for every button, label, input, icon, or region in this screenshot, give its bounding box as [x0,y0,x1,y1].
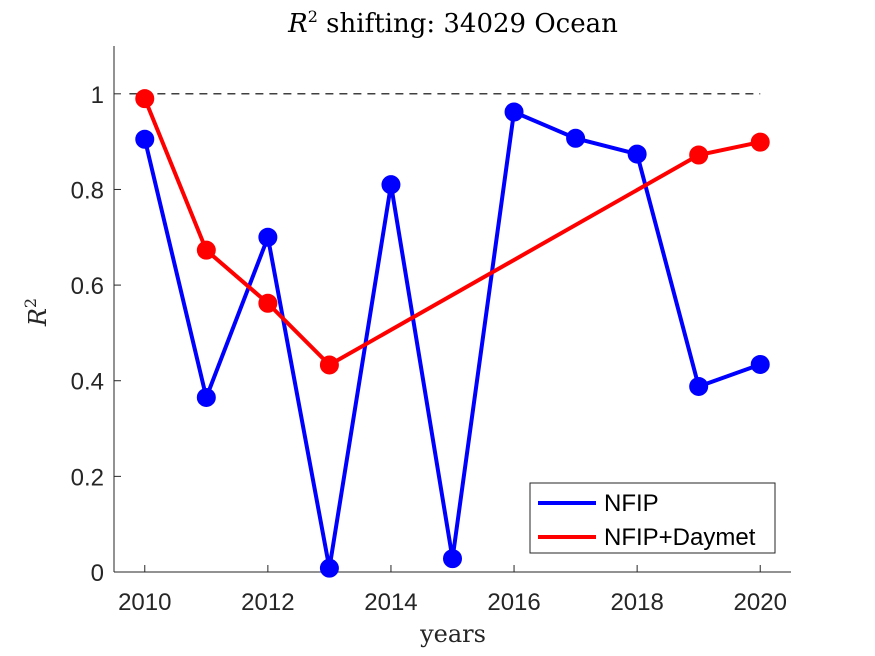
point-nfip-daymet-2010 [135,89,155,109]
y-axis-label-italic: R [24,308,52,327]
point-nfip-2019 [689,376,709,396]
point-nfip-daymet-2011 [196,240,216,260]
x-tick-label-2012: 2012 [241,589,294,616]
point-nfip-2017 [566,128,586,148]
y-tick-label-0.8: 0.8 [71,177,104,204]
point-nfip-2011 [196,387,216,407]
point-nfip-daymet-2013 [319,355,339,375]
y-tick-label-0.2: 0.2 [71,464,104,491]
legend: NFIP NFIP+Daymet [529,482,776,554]
plot-area: 2010 2012 2014 2016 2018 2020 0 0.2 0.4 0.6 0.8 1 [71,46,791,616]
chart-title: R2 shifting: 34029 Ocean [287,7,618,39]
x-tick-label-2014: 2014 [364,589,417,616]
legend-label-nfip: NFIP [604,490,659,517]
point-nfip-2020 [750,354,770,374]
chart-title-italic: R [287,9,308,39]
series-line-nfip-daymet [142,97,761,368]
point-nfip-2012 [258,227,278,247]
chart-title-superscript: 2 [308,7,318,26]
point-nfip-daymet-2019 [689,145,709,165]
x-tick-label-2016: 2016 [487,589,540,616]
x-axis-label: years [419,620,486,648]
point-nfip-2015 [443,549,462,569]
chart-title-rest: shifting: 34029 Ocean [318,9,618,39]
y-tick-label-0.6: 0.6 [71,273,104,300]
point-nfip-2010 [135,129,155,149]
point-nfip-2013 [319,558,339,578]
point-nfip-daymet-2020 [750,132,770,152]
y-axis-label-superscript: 2 [21,298,40,308]
point-nfip-2018 [627,144,647,164]
point-nfip-daymet-2012 [258,293,278,313]
point-nfip-2016 [504,102,524,122]
y-tick-label-0.4: 0.4 [71,369,104,396]
y-axis-label: R2 [21,298,52,327]
legend-label-nfip-daymet: NFIP+Daymet [604,524,756,551]
x-tick-label-2018: 2018 [610,589,663,616]
legend-box [529,482,776,554]
x-tick-label-2010: 2010 [118,589,171,616]
point-nfip-2014 [381,175,401,195]
x-tick-label-2020: 2020 [734,589,787,616]
y-tick-label-1: 1 [91,82,104,109]
y-tick-label-0: 0 [91,560,104,587]
